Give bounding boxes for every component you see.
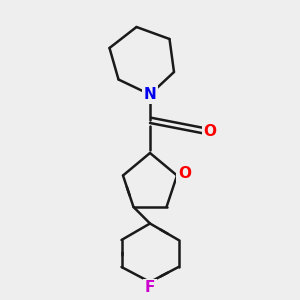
Text: F: F — [145, 280, 155, 296]
Text: O: O — [178, 167, 191, 182]
Text: N: N — [144, 87, 156, 102]
Text: O: O — [203, 124, 217, 140]
